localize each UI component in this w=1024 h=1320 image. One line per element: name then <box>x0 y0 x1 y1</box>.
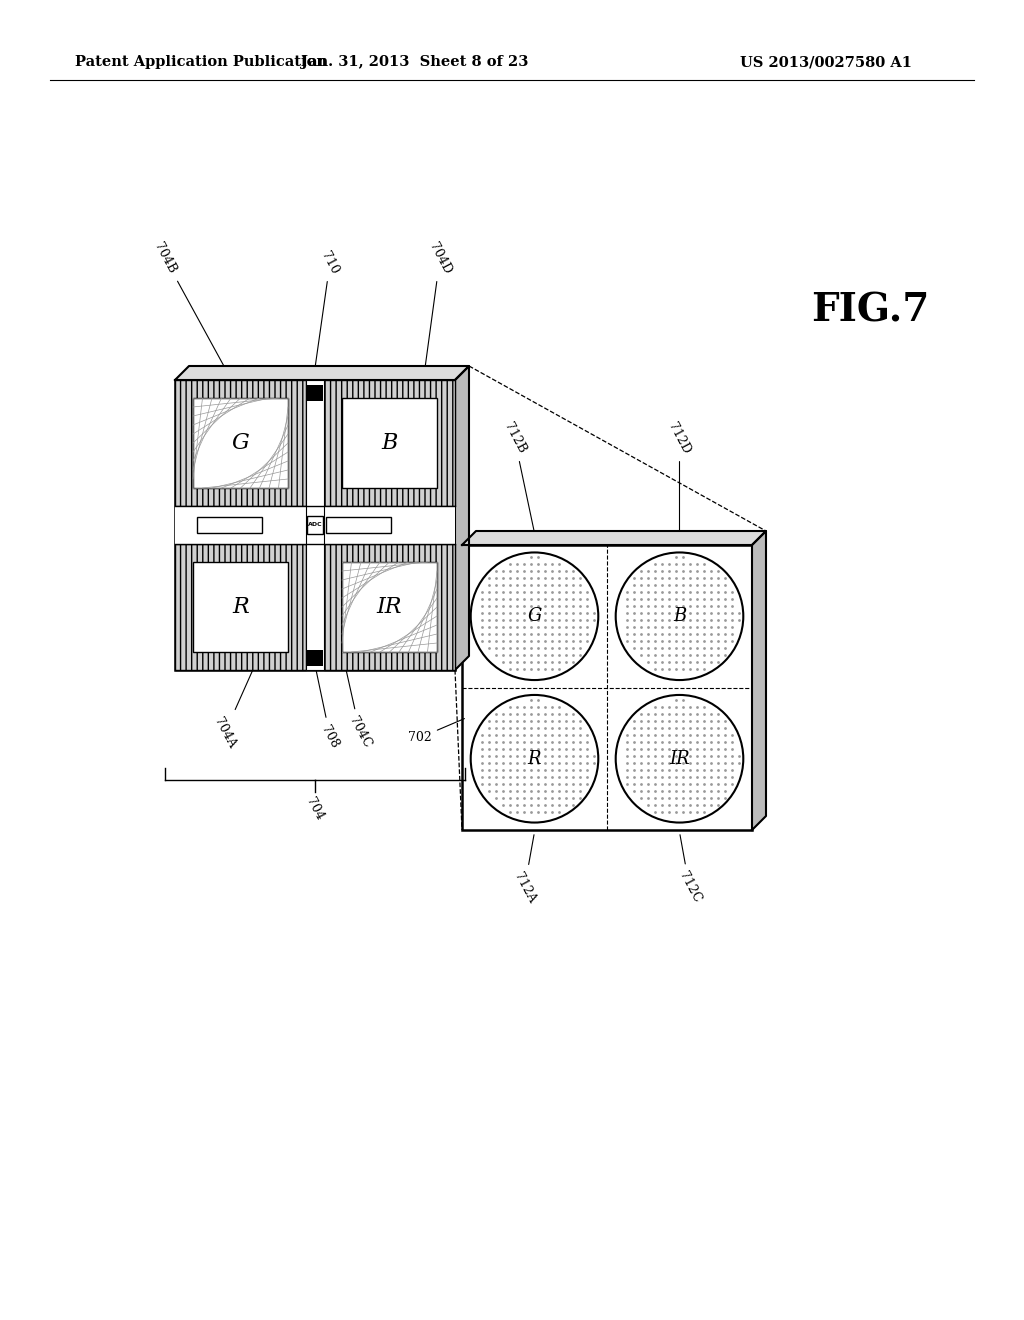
Text: 704B: 704B <box>152 240 223 366</box>
Bar <box>307 516 323 535</box>
Text: G: G <box>231 432 250 454</box>
Text: 712D: 712D <box>666 420 693 531</box>
Text: 704C: 704C <box>346 668 374 750</box>
Text: Jan. 31, 2013  Sheet 8 of 23: Jan. 31, 2013 Sheet 8 of 23 <box>301 55 528 69</box>
Text: R: R <box>232 597 249 618</box>
Polygon shape <box>455 366 469 671</box>
Text: R: R <box>527 750 542 768</box>
Circle shape <box>471 694 598 822</box>
Circle shape <box>471 553 598 680</box>
Bar <box>307 397 323 401</box>
Bar <box>307 653 323 657</box>
Bar <box>307 649 323 653</box>
Text: IR: IR <box>377 597 402 618</box>
Polygon shape <box>175 366 469 380</box>
Text: Patent Application Publication: Patent Application Publication <box>75 55 327 69</box>
Bar <box>197 517 262 533</box>
Bar <box>307 663 323 667</box>
Bar <box>326 517 391 533</box>
Polygon shape <box>752 531 766 830</box>
Circle shape <box>615 553 743 680</box>
Bar <box>307 385 323 389</box>
Bar <box>462 545 752 830</box>
Text: 712A: 712A <box>511 834 538 906</box>
Bar <box>307 393 323 397</box>
Text: US 2013/0027580 A1: US 2013/0027580 A1 <box>740 55 912 69</box>
Bar <box>306 380 324 671</box>
Bar <box>175 380 306 506</box>
Text: ADC: ADC <box>307 523 323 528</box>
Bar <box>193 399 288 488</box>
Bar <box>175 544 306 671</box>
Text: 712B: 712B <box>501 421 534 531</box>
Text: 712C: 712C <box>676 834 703 906</box>
Text: 704: 704 <box>304 795 327 822</box>
Text: B: B <box>673 607 686 626</box>
Text: FIG.7: FIG.7 <box>811 290 929 329</box>
Text: IR: IR <box>670 750 690 768</box>
Text: G: G <box>527 607 542 626</box>
Text: 702: 702 <box>409 718 465 744</box>
Text: 704A: 704A <box>212 668 254 750</box>
Bar <box>342 399 437 488</box>
Text: 710: 710 <box>315 248 341 366</box>
Text: 704D: 704D <box>425 240 454 366</box>
Bar <box>324 380 455 506</box>
Bar <box>342 562 437 652</box>
Circle shape <box>615 694 743 822</box>
Bar <box>193 562 288 652</box>
Polygon shape <box>462 531 766 545</box>
Bar <box>307 389 323 393</box>
Bar <box>324 544 455 671</box>
Text: 708: 708 <box>315 668 341 750</box>
Bar <box>175 380 455 671</box>
Bar <box>175 506 455 544</box>
Text: B: B <box>381 432 397 454</box>
Bar <box>307 657 323 663</box>
